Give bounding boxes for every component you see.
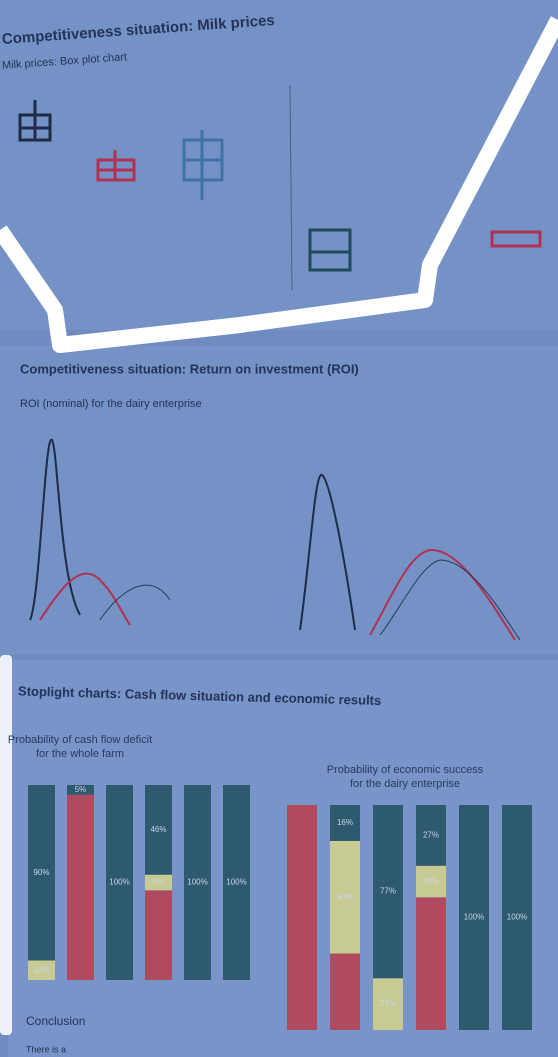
bar-segment: [106, 785, 133, 980]
bar-segment: [145, 785, 172, 875]
bar-segment: [287, 805, 317, 1030]
bar-segment: [330, 841, 360, 954]
frame-edge: [0, 655, 12, 1035]
density-curves: [29, 438, 521, 641]
slide: [0, 345, 558, 655]
bar-segment: [373, 978, 403, 1030]
bar-segment: [330, 805, 360, 841]
bar-segment: [184, 785, 211, 980]
value-label: 50%: [337, 892, 353, 901]
overlay-stroke: [0, 16, 558, 353]
bar-segment: [416, 805, 446, 866]
value-label: 8%: [153, 878, 165, 887]
conclusion-title: Conclusion: [26, 1014, 85, 1028]
section-subtitle: ROI (nominal) for the dairy enterprise: [20, 398, 202, 410]
chart-title: Probability of cash flow deficit for the …: [8, 734, 152, 760]
bar-segment: [223, 785, 250, 980]
bar-segment: [145, 890, 172, 980]
value-label: 5%: [75, 785, 87, 794]
value-label: 27%: [423, 830, 439, 839]
value-label: 100%: [507, 913, 527, 922]
bar-segment: [502, 805, 532, 1030]
value-label: 100%: [226, 878, 246, 887]
bar-segment: [67, 794, 94, 980]
conclusion-text: There is a: [26, 1044, 66, 1054]
value-label: 100%: [464, 913, 484, 922]
bar-segment: [330, 953, 360, 1030]
bar-segment: [28, 960, 55, 980]
bar-segment: [459, 805, 489, 1030]
value-label: 10%: [33, 965, 49, 974]
value-label: 16%: [337, 818, 353, 827]
value-label: 46%: [150, 825, 166, 834]
section-title: Competitiveness situation: Return on inv…: [20, 361, 359, 376]
chart-title: Probability of economic success for the d…: [327, 764, 484, 790]
bar-segment: [373, 805, 403, 979]
value-label: 77%: [380, 887, 396, 896]
value-label: 90%: [33, 868, 49, 877]
bar-segment: [145, 874, 172, 891]
value-label: 14%: [423, 877, 439, 886]
value-label: 100%: [187, 878, 207, 887]
value-label: 23%: [380, 999, 396, 1008]
box-plots: [18, 84, 542, 291]
value-label: 100%: [109, 878, 129, 887]
bar-segment: [416, 865, 446, 898]
bar-segment: [28, 785, 55, 961]
bar-segment: [67, 785, 94, 795]
bar-segment: [416, 897, 446, 1030]
slide: [0, 0, 558, 330]
